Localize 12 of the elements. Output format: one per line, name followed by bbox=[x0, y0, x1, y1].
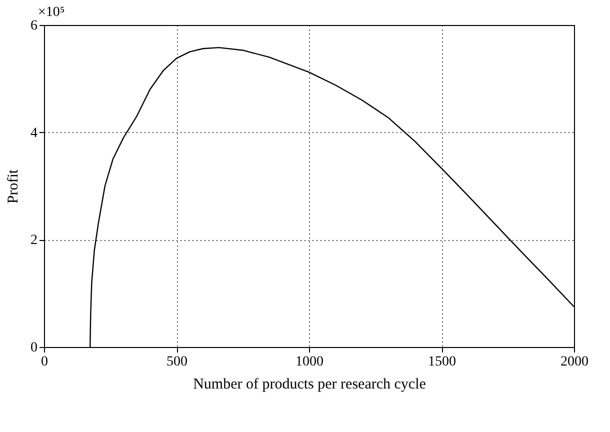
text: ×10⁵ bbox=[38, 5, 65, 20]
x-tick-label: 0 bbox=[41, 354, 48, 370]
y-tick-label: 6 bbox=[30, 18, 38, 34]
x-axis-title: Number of products per research cycle bbox=[193, 376, 426, 392]
y-tick-label: 4 bbox=[30, 126, 38, 141]
y-tick-label: 2 bbox=[30, 233, 38, 248]
y-tick-label: 0 bbox=[30, 340, 38, 356]
y-axis-title: Profit bbox=[6, 168, 22, 204]
x-tick-label: 1000 bbox=[296, 354, 324, 370]
x-tick-label: 1500 bbox=[428, 354, 456, 370]
x-tick-label: 500 bbox=[166, 354, 188, 370]
x-tick-label: 2000 bbox=[560, 354, 588, 370]
